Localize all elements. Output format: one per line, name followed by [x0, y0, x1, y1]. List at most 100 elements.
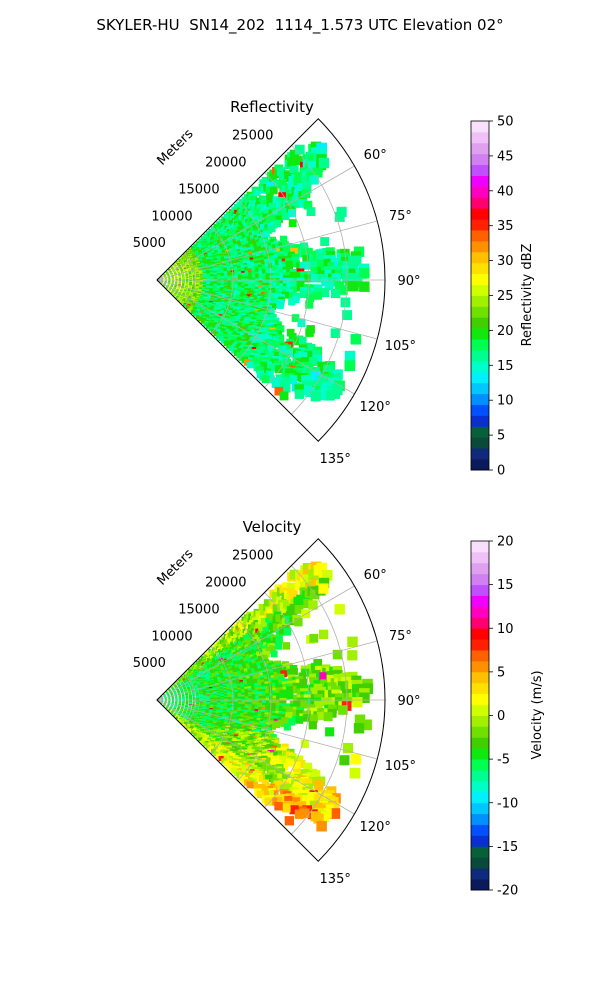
field-cell: [323, 712, 333, 721]
field-cell: [276, 302, 284, 309]
azimuth-tick-label: 135°: [320, 452, 351, 467]
field-cell: [302, 563, 313, 574]
field-cell: [271, 214, 279, 222]
field-cell: [316, 142, 327, 154]
field-cell: [268, 202, 276, 211]
field-cell: [263, 650, 270, 658]
colorbar-swatch: [471, 306, 489, 318]
field-cell: [205, 324, 211, 329]
colorbar-swatch: [471, 360, 489, 373]
colorbar-tick-label: 35: [497, 219, 514, 234]
colorbar-swatch: [471, 328, 489, 340]
field-cell: [309, 175, 319, 185]
colorbar-swatch: [471, 230, 489, 242]
field-cell: [272, 196, 281, 204]
field-cell: [260, 617, 268, 625]
colorbar-swatch: [471, 371, 489, 384]
field-cell: [282, 582, 291, 592]
field-cell: [282, 642, 290, 650]
field-cell: [311, 350, 321, 360]
field-cell: [303, 599, 313, 609]
field-cell: [300, 357, 309, 366]
field-cell: [281, 383, 291, 393]
field-cell: [318, 577, 330, 589]
field-cell: [308, 600, 318, 610]
field-cell: [282, 706, 290, 714]
field-cell: [283, 723, 291, 731]
field-cell: [218, 336, 224, 342]
field-cell: [200, 319, 205, 324]
field-cell: [336, 206, 347, 217]
field-cell: [289, 149, 300, 160]
colorbar-swatch: [471, 121, 489, 133]
field-cell: [273, 219, 281, 227]
field-cell: [190, 310, 195, 314]
field-cell: [324, 281, 334, 290]
field-cell: [280, 235, 288, 243]
field-cell: [305, 328, 314, 337]
field-cell: [293, 189, 303, 199]
colorbar-swatch: [471, 459, 489, 471]
azimuth-spoke: [156, 279, 355, 395]
colorbar-tick-label: 40: [497, 184, 514, 199]
field-cell: [310, 141, 322, 153]
field-cell: [289, 709, 297, 717]
azimuth-spoke: [156, 220, 378, 281]
field-cell: [323, 364, 334, 375]
field-cell: [289, 569, 300, 580]
field-cell: [320, 237, 330, 246]
field-cell: [287, 582, 297, 592]
field-cell: [261, 375, 270, 384]
range-tick-label: 15000: [178, 182, 219, 197]
field-cell: [271, 592, 280, 601]
field-cell: [298, 336, 307, 346]
field-cell: [297, 319, 306, 327]
field-cell: [303, 200, 313, 210]
range-tick-label: 25000: [232, 129, 273, 144]
field-cell: [319, 672, 329, 681]
colorbar-swatch: [471, 175, 489, 187]
field-cell: [262, 200, 270, 208]
field-cell: [298, 352, 308, 361]
field-cell: [267, 363, 275, 372]
field-cell: [308, 721, 317, 730]
field-cell: [344, 350, 356, 362]
field-cell: [281, 378, 290, 388]
field-cell: [193, 312, 197, 317]
field-cell: [303, 274, 312, 283]
field-cell: [305, 300, 314, 309]
field-cell: [268, 615, 276, 624]
field-cell: [300, 700, 308, 709]
colorbar-swatch: [471, 219, 489, 231]
field-cell: [342, 743, 353, 754]
colorbar-swatch: [471, 142, 489, 155]
field-cell: [276, 167, 286, 176]
field-cell: [299, 290, 308, 299]
field-cell: [294, 389, 305, 399]
field-cell: [273, 179, 282, 188]
field-cell: [313, 291, 322, 300]
field-cell: [354, 714, 366, 725]
field-cell: [306, 207, 316, 216]
field-cell: [208, 326, 213, 332]
field-cell: [288, 333, 297, 341]
colorbar-swatch: [471, 262, 489, 275]
colorbar-swatch: [471, 448, 489, 460]
field-cell: [331, 288, 341, 299]
field-cell: [279, 345, 287, 354]
field-cell: [266, 181, 274, 190]
field-cell: [303, 350, 313, 360]
azimuth-tick-label: 90°: [397, 274, 420, 289]
colorbar-tick-label: 0: [497, 464, 505, 479]
field-cell: [302, 574, 313, 585]
range-tick-label: 10000: [151, 209, 192, 224]
field-cell: [288, 375, 298, 384]
colorbar-tick-label: 20: [497, 324, 514, 339]
azimuth-spoke: [156, 279, 378, 340]
azimuth-tick-label: 105°: [385, 339, 416, 354]
field-cell: [325, 727, 335, 737]
field-cell: [203, 322, 208, 327]
field-cell: [281, 241, 289, 249]
field-cell: [255, 611, 263, 619]
field-cell: [302, 184, 312, 194]
